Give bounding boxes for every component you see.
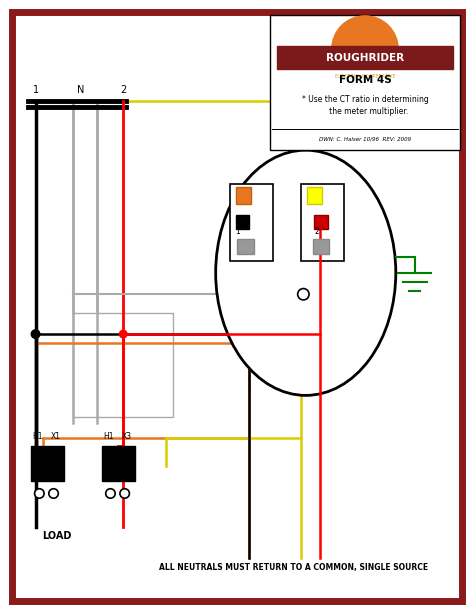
FancyBboxPatch shape [102, 446, 135, 481]
FancyBboxPatch shape [237, 239, 254, 254]
Text: ELECTRIC  COOPERATIVE: ELECTRIC COOPERATIVE [335, 74, 395, 79]
FancyBboxPatch shape [314, 215, 328, 229]
FancyBboxPatch shape [277, 46, 453, 69]
Text: * Use the CT ratio in determining: * Use the CT ratio in determining [301, 95, 428, 104]
Text: X1: X1 [51, 432, 61, 441]
Text: H1: H1 [103, 432, 113, 441]
FancyBboxPatch shape [31, 446, 64, 481]
Text: LOAD: LOAD [42, 531, 72, 541]
Text: H1: H1 [32, 432, 42, 441]
Circle shape [119, 330, 127, 338]
Text: X3: X3 [122, 432, 132, 441]
Circle shape [298, 289, 309, 300]
Text: 2: 2 [120, 85, 127, 95]
FancyBboxPatch shape [313, 239, 329, 254]
FancyBboxPatch shape [236, 187, 251, 204]
FancyBboxPatch shape [236, 215, 249, 229]
Text: the meter multiplier.: the meter multiplier. [322, 107, 408, 116]
Text: ROUGHRIDER: ROUGHRIDER [326, 53, 404, 63]
Wedge shape [332, 16, 398, 49]
Circle shape [31, 330, 40, 338]
Ellipse shape [216, 150, 396, 395]
Circle shape [35, 489, 44, 498]
FancyBboxPatch shape [301, 184, 344, 261]
Circle shape [120, 489, 129, 498]
FancyBboxPatch shape [307, 187, 322, 204]
Text: DWN: C. Halser 10/96  REV: 2009: DWN: C. Halser 10/96 REV: 2009 [319, 137, 411, 142]
Circle shape [49, 489, 58, 498]
Text: ALL NEUTRALS MUST RETURN TO A COMMON, SINGLE SOURCE: ALL NEUTRALS MUST RETURN TO A COMMON, SI… [159, 563, 428, 571]
Text: 1: 1 [33, 85, 38, 95]
Text: 2: 2 [314, 227, 319, 236]
FancyBboxPatch shape [230, 184, 273, 261]
Text: N: N [77, 85, 84, 95]
FancyBboxPatch shape [270, 15, 460, 150]
Circle shape [106, 489, 115, 498]
Text: FORM 4S: FORM 4S [338, 75, 392, 85]
Text: 1: 1 [236, 227, 240, 236]
